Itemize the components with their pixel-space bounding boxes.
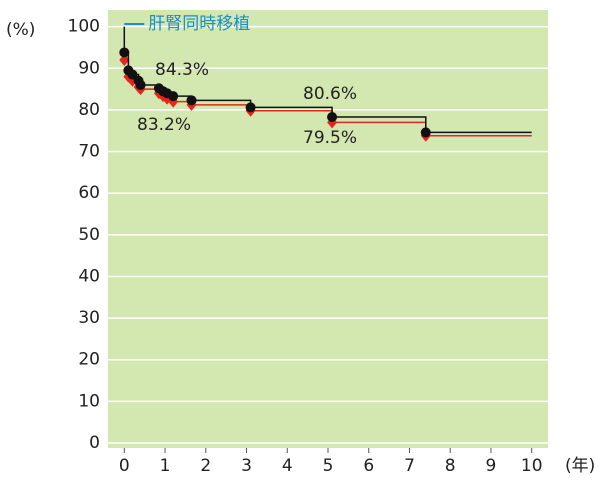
x-tick-label: 0: [119, 456, 130, 476]
marker: [327, 112, 338, 123]
marker: [127, 69, 138, 80]
y-tick-label: 90: [78, 58, 100, 78]
y-tick-label: 100: [68, 17, 100, 37]
y-tick-label: 70: [78, 142, 100, 162]
marker: [420, 127, 431, 138]
marker: [135, 79, 146, 90]
marker: [119, 47, 130, 58]
x-tick-label: 3: [241, 456, 252, 476]
x-tick-label: 7: [404, 456, 415, 476]
x-tick-label: 9: [486, 456, 497, 476]
legend-label: 肝腎同時移植: [148, 14, 250, 34]
marker: [168, 91, 179, 102]
y-tick-label: 60: [78, 183, 100, 203]
x-tick-label: 5: [323, 456, 334, 476]
x-tick-label: 2: [200, 456, 211, 476]
y-axis-label: (%): [6, 20, 35, 40]
y-tick-label: 80: [78, 100, 100, 120]
marker: [245, 102, 256, 113]
annotation: 83.2%: [137, 115, 191, 135]
x-tick-label: 4: [282, 456, 293, 476]
y-tick-label: 40: [78, 266, 100, 286]
x-tick-label: 1: [160, 456, 171, 476]
marker: [186, 95, 197, 106]
x-axis-label: (年): [565, 456, 595, 476]
x-tick-label: 8: [445, 456, 456, 476]
y-tick-label: 50: [78, 225, 100, 245]
annotation: 79.5%: [303, 128, 357, 148]
x-tick-label: 10: [521, 456, 543, 476]
y-tick-label: 30: [78, 308, 100, 328]
x-tick-label: 6: [363, 456, 374, 476]
annotation: 80.6%: [303, 84, 357, 104]
plot-background: [108, 10, 548, 448]
y-tick-label: 0: [89, 433, 100, 453]
y-tick-label: 20: [78, 350, 100, 370]
annotation: 84.3%: [155, 60, 209, 80]
marker: [119, 53, 130, 66]
y-tick-label: 10: [78, 391, 100, 411]
